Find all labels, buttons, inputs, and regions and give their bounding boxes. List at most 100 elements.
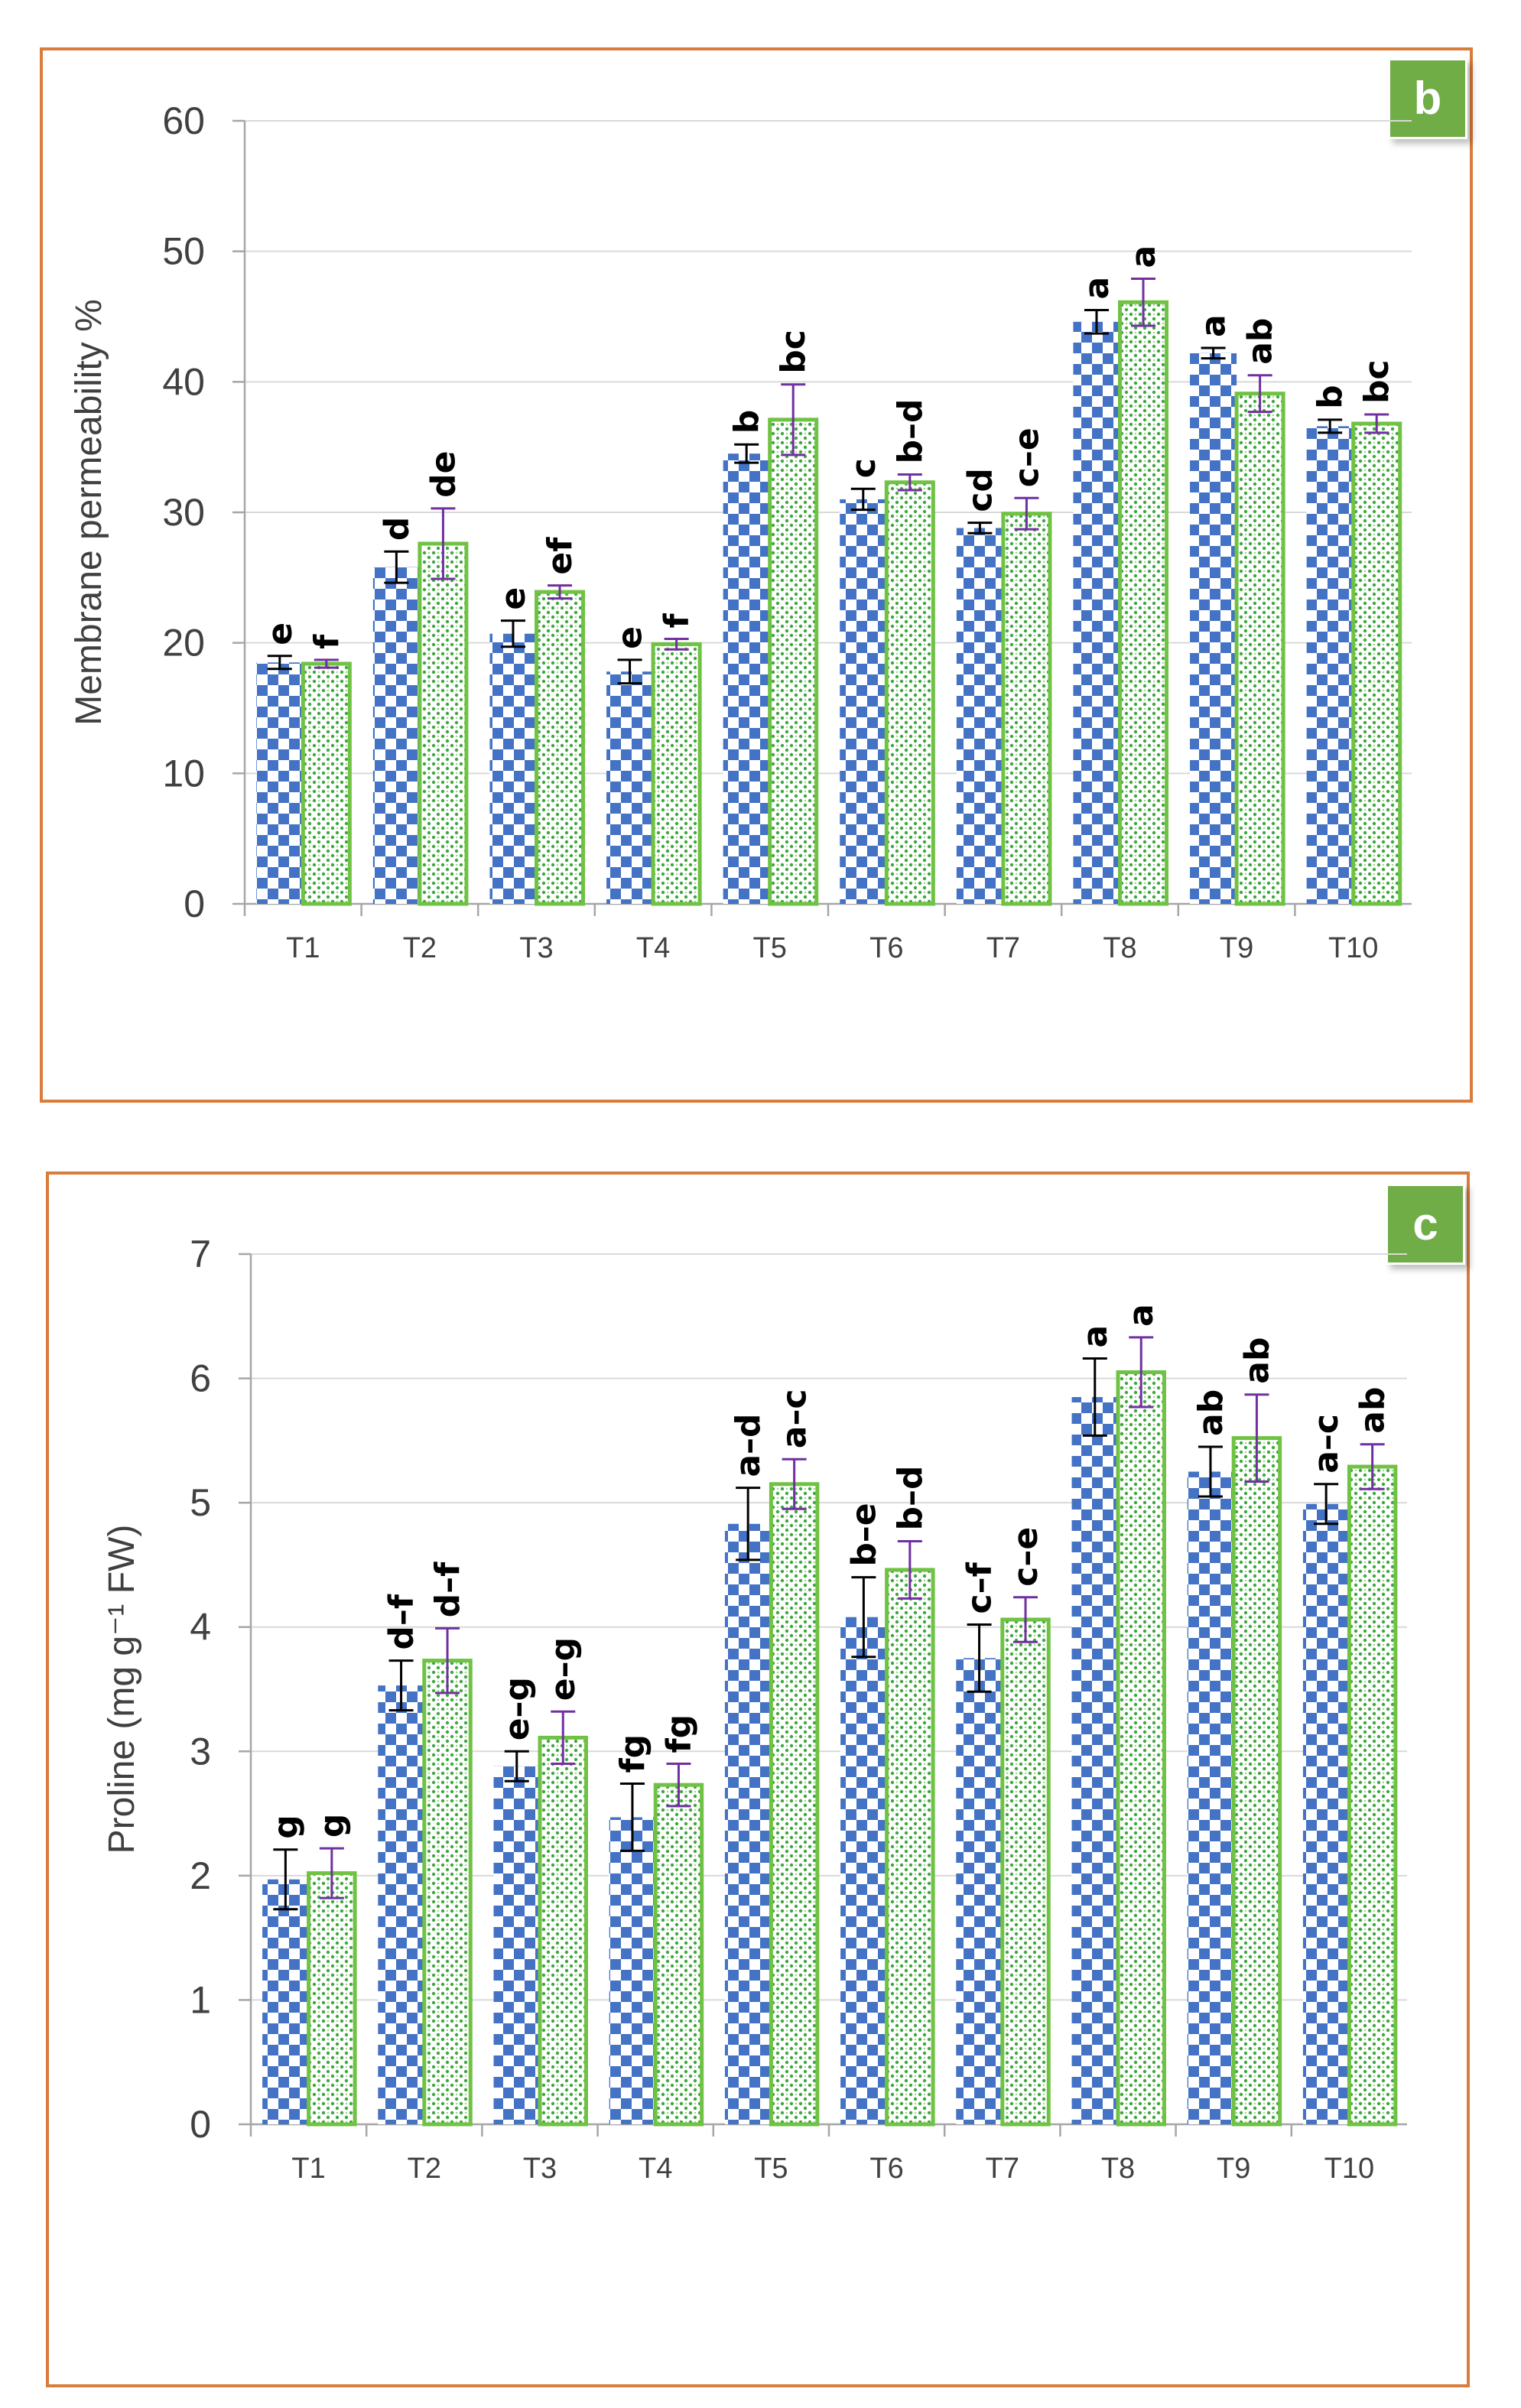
significance-label: c [844, 458, 883, 478]
significance-label: d [377, 517, 416, 541]
bar-series-1 [1187, 1471, 1234, 2124]
x-tick-label: T4 [636, 932, 670, 964]
bar-series-1 [256, 662, 304, 904]
significance-label: g [266, 1815, 305, 1839]
bar-series-2 [1116, 1370, 1166, 2127]
y-tick-label: 1 [190, 1978, 211, 2021]
bar-series-2 [651, 642, 702, 906]
bar-series-2 [1118, 300, 1169, 906]
significance-label: a [1077, 277, 1116, 300]
bar-series-2 [769, 1482, 820, 2127]
bar-series-1 [723, 453, 770, 904]
bar-series-1 [724, 1523, 772, 2124]
significance-label: a–c [775, 1389, 814, 1448]
significance-label: e–g [544, 1637, 583, 1701]
significance-label: ab [1354, 1387, 1393, 1434]
significance-label: bc [1357, 359, 1396, 404]
significance-label: b–d [891, 399, 930, 464]
significance-label: de [424, 451, 463, 498]
x-tick-label: T2 [408, 2153, 441, 2185]
bar-series-1 [840, 1617, 887, 2124]
y-tick-label: 60 [162, 99, 205, 142]
y-tick-label: 0 [184, 882, 205, 925]
x-tick-label: T4 [639, 2153, 672, 2185]
y-axis-title: Membrane permeability % [69, 299, 109, 726]
significance-label: fg [659, 1714, 698, 1753]
significance-label: d–f [382, 1594, 421, 1649]
panel-label-c: c [1386, 1184, 1465, 1265]
bar-series-2 [653, 1782, 704, 2127]
x-tick-label: T10 [1324, 2153, 1374, 2185]
y-axis-title: Proline (mg g⁻¹ FW) [102, 1525, 142, 1854]
x-tick-label: T5 [754, 2153, 788, 2185]
x-tick-label: T7 [986, 2153, 1019, 2185]
significance-label: ab [1237, 1337, 1276, 1384]
y-tick-label: 0 [190, 2103, 211, 2146]
significance-label: cd [960, 468, 999, 512]
significance-label: f [307, 634, 346, 649]
x-tick-label: T8 [1103, 932, 1136, 964]
bar-series-2 [1351, 421, 1402, 906]
significance-label: f [658, 613, 697, 629]
y-tick-label: 50 [162, 230, 205, 273]
y-tick-label: 20 [162, 622, 205, 665]
bar-series-1 [956, 528, 1003, 904]
significance-label: a [1122, 1304, 1161, 1327]
bar-series-1 [609, 1817, 656, 2124]
bar-series-1 [840, 499, 887, 904]
x-tick-label: T5 [753, 932, 787, 964]
bar-series-1 [1073, 321, 1120, 904]
significance-label: a–d [729, 1413, 768, 1477]
significance-label: fg [613, 1734, 652, 1773]
bar-series-1 [956, 1658, 1003, 2124]
bar-series-1 [378, 1685, 424, 2124]
x-tick-label: T10 [1328, 932, 1378, 964]
bar-series-1 [493, 1766, 540, 2124]
bar-series-2 [301, 661, 352, 906]
significance-label: b–e [844, 1503, 883, 1566]
y-tick-label: 6 [190, 1357, 211, 1400]
panel-label-b: b [1388, 58, 1467, 139]
significance-label: d–f [428, 1561, 467, 1617]
bar-series-2 [1231, 1436, 1282, 2127]
significance-label: b [727, 410, 766, 434]
bar-series-2 [885, 1568, 935, 2127]
significance-label: a [1076, 1325, 1115, 1348]
x-tick-label: T9 [1217, 2153, 1250, 2185]
x-tick-label: T8 [1101, 2153, 1135, 2185]
x-tick-label: T7 [986, 932, 1020, 964]
x-tick-label: T1 [291, 2153, 325, 2185]
significance-label: c–e [1006, 1527, 1045, 1587]
significance-label: bc [774, 330, 813, 374]
bar-series-2 [418, 541, 469, 906]
bar-series-2 [422, 1659, 473, 2127]
x-tick-label: T2 [403, 932, 437, 964]
significance-label: e–g [498, 1677, 537, 1740]
bar-series-2 [538, 1735, 588, 2127]
significance-label: e [261, 622, 300, 645]
y-tick-label: 40 [162, 360, 205, 403]
significance-label: c–f [960, 1561, 999, 1613]
bar-series-1 [1306, 426, 1354, 904]
significance-label: g [313, 1814, 352, 1838]
significance-label: e [611, 626, 650, 649]
y-tick-label: 2 [190, 1854, 211, 1897]
significance-label: ab [1191, 1389, 1230, 1436]
bar-series-1 [1302, 1503, 1350, 2124]
bar-series-2 [1000, 1617, 1051, 2127]
significance-label: ab [1241, 318, 1280, 365]
significance-label: a [1194, 314, 1233, 337]
bar-series-1 [489, 633, 537, 904]
y-tick-label: 10 [162, 752, 205, 795]
bar-series-1 [262, 1879, 309, 2124]
significance-label: ef [541, 537, 580, 575]
bar-series-2 [1234, 392, 1285, 906]
bar-series-2 [535, 590, 586, 906]
bar-series-2 [884, 480, 935, 906]
significance-label: c–e [1007, 427, 1046, 487]
bar-series-1 [1071, 1396, 1118, 2124]
x-tick-label: T6 [869, 932, 903, 964]
bar-series-1 [606, 671, 654, 904]
x-tick-label: T3 [519, 932, 553, 964]
